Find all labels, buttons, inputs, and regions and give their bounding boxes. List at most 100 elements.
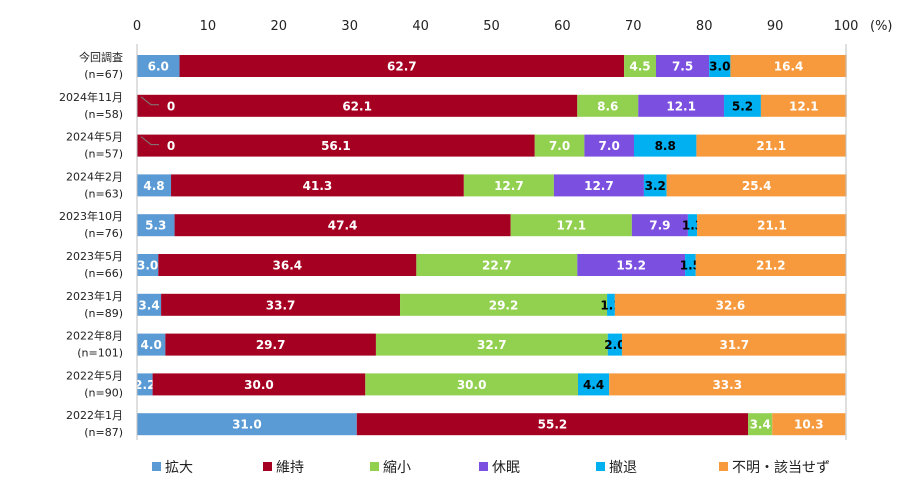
- legend-swatch: [152, 462, 161, 471]
- legend-label: 縮小: [383, 460, 411, 476]
- bar-segment: [666, 174, 847, 197]
- data-label-zero: 0: [167, 139, 175, 153]
- data-label: 12.1: [789, 99, 819, 113]
- data-label: 8.8: [655, 139, 676, 153]
- category-sample-size: (n=101): [77, 347, 123, 360]
- x-tick-label: 50: [483, 19, 500, 34]
- bar-segment: [577, 373, 610, 396]
- bar-segment: [463, 174, 554, 197]
- bar-segment: [179, 55, 625, 77]
- x-tick-label: 0: [133, 19, 141, 34]
- bar-segment: [152, 373, 366, 396]
- bar-segment: [137, 293, 162, 316]
- legend-swatch: [596, 462, 605, 471]
- bar-segment: [553, 174, 644, 197]
- bar-segment: [607, 333, 622, 356]
- data-label: 62.7: [387, 60, 417, 74]
- data-label: 12.7: [584, 179, 614, 193]
- data-label: 3.0: [709, 60, 730, 74]
- bar-segment: [137, 214, 175, 237]
- data-label: 25.4: [742, 179, 772, 193]
- data-label: 12.1: [666, 99, 696, 113]
- category-sample-size: (n=57): [84, 148, 123, 161]
- bar-segment: [137, 333, 166, 356]
- data-label: 21.1: [756, 139, 786, 153]
- data-label: 7.5: [672, 60, 693, 74]
- bar-segment: [584, 134, 635, 157]
- bar-segment: [137, 174, 172, 197]
- x-tick-label: 100: [834, 19, 859, 34]
- bar-segment: [174, 214, 511, 237]
- zero-leader-line: [140, 136, 159, 146]
- legend-swatch: [370, 462, 379, 471]
- legend-label: 不明・該当せず: [732, 460, 830, 476]
- category-sample-size: (n=58): [84, 108, 123, 121]
- data-label: 29.7: [256, 338, 286, 352]
- data-label: 6.0: [148, 60, 169, 74]
- data-label: 4.5: [629, 60, 650, 74]
- bar-segment: [730, 55, 847, 77]
- bar-segment: [724, 94, 761, 117]
- data-label: 3.2: [645, 179, 666, 193]
- data-label: 22.7: [482, 259, 512, 273]
- data-label: 32.6: [716, 298, 746, 312]
- category-sample-size: (n=66): [84, 267, 123, 280]
- data-label: 10.3: [794, 418, 824, 432]
- bar-segment: [577, 254, 686, 276]
- bar-segment: [577, 94, 639, 117]
- bar-segment: [638, 94, 725, 117]
- bar-segment: [748, 413, 773, 436]
- x-tick-label: 60: [554, 19, 571, 34]
- x-tick-label: 70: [625, 19, 642, 34]
- data-label: 3.0: [137, 259, 158, 273]
- bar-segment: [137, 134, 535, 157]
- zero-leader-line: [140, 96, 159, 106]
- legend-label: 撤退: [609, 460, 637, 476]
- data-label: 15.2: [616, 259, 646, 273]
- data-label: 33.7: [266, 298, 296, 312]
- data-label: 47.4: [328, 219, 358, 233]
- category-sample-size: (n=63): [84, 187, 123, 200]
- bar-segment: [510, 214, 632, 237]
- bar-segment: [643, 174, 667, 197]
- bar-segment: [161, 293, 401, 316]
- category-label: 2022年8月: [66, 329, 123, 343]
- category-label: 2023年5月: [66, 249, 123, 263]
- category-sample-size: (n=67): [84, 68, 123, 81]
- data-label: 30.0: [457, 378, 487, 392]
- data-label: 21.2: [756, 259, 786, 273]
- data-label: 5.2: [732, 99, 753, 113]
- data-label: 8.6: [597, 99, 618, 113]
- legend-swatch: [263, 462, 272, 471]
- bar-segment: [137, 55, 180, 77]
- category-label: 今回調査: [79, 50, 123, 64]
- bar-segment: [171, 174, 464, 197]
- data-label: 33.3: [712, 378, 742, 392]
- data-label: 16.4: [774, 60, 804, 74]
- data-label: 36.4: [273, 259, 303, 273]
- bar-segment: [365, 373, 578, 396]
- data-label: 4.0: [141, 338, 162, 352]
- bar-segment: [772, 413, 846, 436]
- data-label: 5.3: [145, 219, 166, 233]
- data-label-zero: 0: [167, 99, 175, 113]
- data-label: 2.2: [134, 378, 155, 392]
- bar-segment: [634, 134, 697, 157]
- category-label: 2023年1月: [66, 289, 123, 303]
- category-sample-size: (n=89): [84, 307, 123, 320]
- x-tick-label: 10: [200, 19, 217, 34]
- bar-segment: [607, 293, 615, 316]
- data-label: 1.5: [680, 259, 701, 273]
- data-label: 32.7: [477, 338, 507, 352]
- bar-segment: [158, 254, 417, 276]
- x-tick-label: 40: [412, 19, 429, 34]
- bar-segment: [655, 55, 710, 77]
- x-tick-label: 30: [341, 19, 358, 34]
- x-tick-label: 80: [696, 19, 713, 34]
- data-label: 56.1: [321, 139, 351, 153]
- bar-segment: [624, 55, 656, 77]
- category-label: 2023年10月: [59, 209, 123, 223]
- category-sample-size: (n=76): [84, 227, 123, 240]
